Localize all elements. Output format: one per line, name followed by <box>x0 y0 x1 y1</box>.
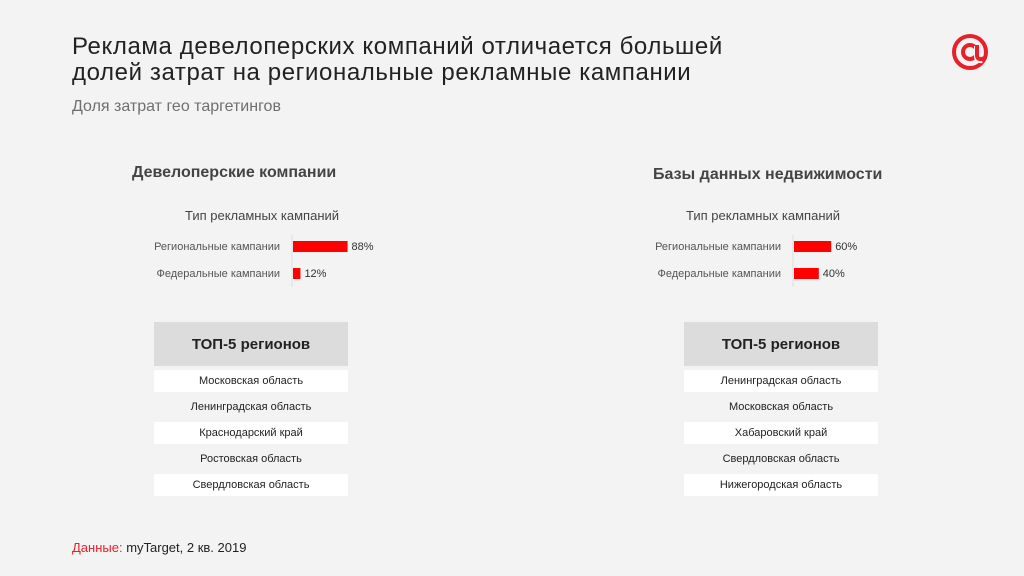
top5-row: Ростовская область <box>200 453 302 465</box>
category-label: Федеральные кампании <box>658 268 782 280</box>
bar <box>293 241 348 252</box>
top5-row: Ленинградская область <box>684 370 878 392</box>
top5-row: Московская область <box>728 401 834 413</box>
title-line-2: долей затрат на региональные рекламные к… <box>72 59 692 86</box>
panel-heading-developers: Девелоперские компании <box>132 164 337 181</box>
panel-heading-realestate-db: Базы данных недвижимости <box>653 166 883 183</box>
bar <box>794 241 832 252</box>
top5-row: Нижегородская область <box>684 474 878 496</box>
chart-title: Тип рекламных кампаний <box>686 208 840 223</box>
category-label: Региональные кампании <box>655 241 781 253</box>
top5-row: Свердловская область <box>722 453 840 465</box>
chart-title: Тип рекламных кампаний <box>185 208 339 223</box>
page-subtitle: Доля затрат гео таргетингов <box>72 98 281 115</box>
bar <box>794 268 819 279</box>
top5-table-realestate-db: ТОП-5 регионов Ленинградская область Мос… <box>684 322 878 500</box>
chart-realestate-db: Тип рекламных кампаний Региональные кампа… <box>655 208 857 287</box>
source-text: myTarget, 2 кв. 2019 <box>122 540 247 555</box>
data-label: 12% <box>304 268 326 280</box>
data-label: 40% <box>823 268 845 280</box>
category-label: Федеральные кампании <box>157 268 281 280</box>
top5-header: ТОП-5 регионов <box>684 322 878 366</box>
chart-developers: Тип рекламных кампаний Региональные кампа… <box>154 208 374 287</box>
data-label: 88% <box>352 241 374 253</box>
at-sign-icon <box>952 34 988 70</box>
top5-row: Хабаровский край <box>684 422 878 444</box>
title-line-1: Реклама девелоперских компаний отличаетс… <box>72 33 723 60</box>
top5-table-developers: ТОП-5 регионов Московская область Ленинг… <box>154 322 348 500</box>
top5-row: Ленинградская область <box>190 401 312 413</box>
top5-header: ТОП-5 регионов <box>154 322 348 366</box>
top5-row: Московская область <box>154 370 348 392</box>
category-label: Региональные кампании <box>154 241 280 253</box>
data-label: 60% <box>835 241 857 253</box>
bar <box>293 268 301 279</box>
data-source-note: Данные: myTarget, 2 кв. 2019 <box>72 540 246 555</box>
page-title: Реклама девелоперских компаний отличаетс… <box>72 34 723 86</box>
source-label: Данные: <box>72 540 123 555</box>
top5-row: Краснодарский край <box>154 422 348 444</box>
top5-row: Свердловская область <box>154 474 348 496</box>
